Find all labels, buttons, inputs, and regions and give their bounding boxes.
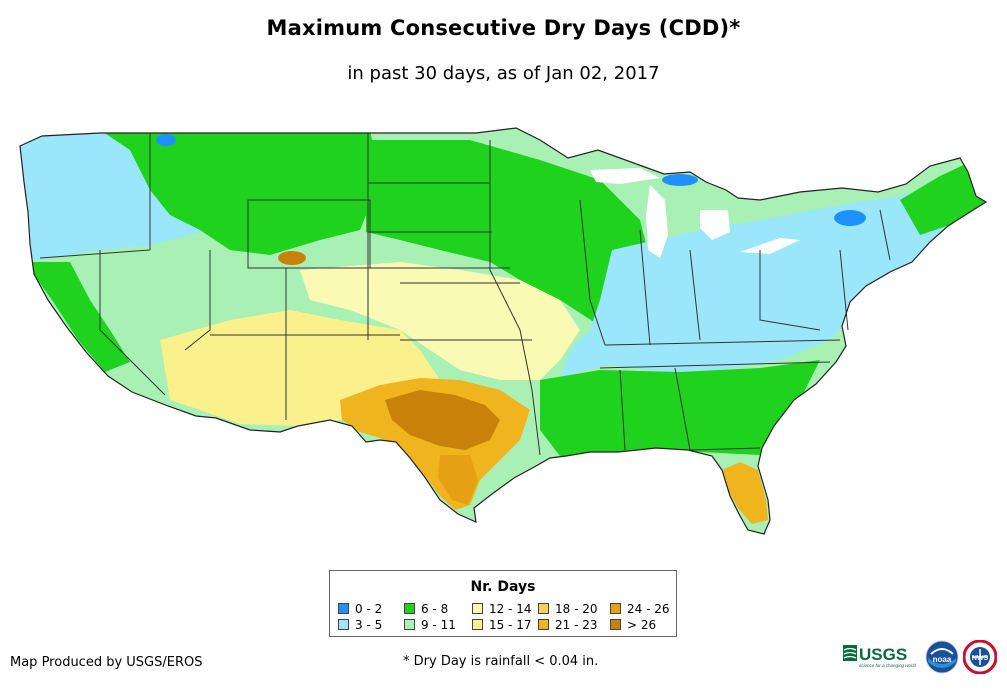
legend-item: 0 - 2 [338,603,382,615]
legend-swatch [610,619,621,630]
legend-label: 21 - 23 [555,618,598,632]
border-al-ga [674,367,691,451]
legend-label: 9 - 11 [421,618,456,632]
legend-item: 15 - 17 [472,619,532,631]
legend-swatch [472,619,483,630]
dry-day-footnote: * Dry Day is rainfall < 0.04 in. [403,654,599,669]
border-ca-nv [99,250,166,396]
legend-swatch [338,603,349,614]
legend-swatch [610,603,621,614]
region-california-6-8 [30,262,130,372]
border-nv-ut [184,250,211,351]
border-or-ca [39,249,151,259]
region-rockies-6-8 [100,130,380,255]
legend-swatch [338,619,349,630]
usgs-logo: USGS science for a changing world [843,645,917,668]
legend-item: 24 - 26 [610,603,670,615]
legend-item: 12 - 14 [472,603,532,615]
legend: Nr. Days 0 - 2 3 - 5 6 - 8 9 - 11 12 - 14 15 … [329,570,677,637]
region-northeast-6-8 [900,162,986,235]
region-florida-21-23 [722,462,768,524]
border-ms-al [619,369,626,451]
usgs-logo-text: USGS [859,645,907,664]
border-wi-il [579,199,606,346]
lake-superior [590,168,660,184]
noaa-logo-text: noaa [933,655,952,664]
border-oh [689,249,701,341]
lake-huron [700,210,730,240]
lake-erie [740,238,800,254]
legend-label: 6 - 8 [421,602,449,616]
region-wyoming-over-26 [278,251,306,265]
legend-label: 18 - 20 [555,602,598,616]
legend-label: > 26 [627,618,657,632]
legend-swatch [472,603,483,614]
map-subtitle: in past 30 days, as of Jan 02, 2017 [347,63,660,84]
border-tn-nc-south [604,339,841,346]
legend-swatch [404,603,415,614]
border-mn-ia-mo-ar-la [489,140,541,456]
legend-label: 3 - 5 [355,618,383,632]
legend-label: 24 - 26 [627,602,670,616]
nws-logo: NWS [963,640,997,674]
legend-swatch [404,619,415,630]
map-title: Maximum Consecutive Dry Days (CDD)* [266,16,741,40]
border-in [639,229,651,346]
region-michigan-0-2 [662,174,698,186]
cdd-raster [20,128,986,534]
border-vt-nh [879,209,891,261]
legend-item: 6 - 8 [404,603,448,615]
region-texas-24-26 [438,455,478,505]
legend-label: 15 - 17 [489,618,532,632]
border-pa-wv [759,250,821,331]
legend-title: Nr. Days [470,579,536,595]
legend-item: 21 - 23 [538,619,598,631]
legend-swatch [538,603,549,614]
lake-michigan [646,185,668,258]
border-ny-nj [839,249,849,331]
nws-logo-text: NWS [972,655,989,662]
map-credit: Map Produced by USGS/EROS [10,655,203,670]
legend-label: 12 - 14 [489,602,532,616]
state-boundaries [39,133,891,456]
region-newyork-0-2 [834,210,866,226]
region-plains-12-14 [300,262,580,380]
legend-item: 9 - 11 [404,619,456,631]
legend-item: 18 - 20 [538,603,598,615]
region-idaho-0-2 [156,134,176,146]
region-texas-over-26 [385,390,500,450]
noaa-logo: noaa [925,640,959,674]
region-east-3-5 [560,176,986,378]
border-fl-ga [689,447,761,451]
region-southeast-6-8 [540,360,820,456]
region-midwest-6-8 [366,140,650,326]
legend-label: 0 - 2 [355,602,383,616]
legend-swatch [538,619,549,630]
usgs-tagline: science for a changing world [859,663,917,668]
legend-item: > 26 [610,619,656,631]
legend-item: 3 - 5 [338,619,382,631]
border-al-ga-sc [599,361,831,369]
